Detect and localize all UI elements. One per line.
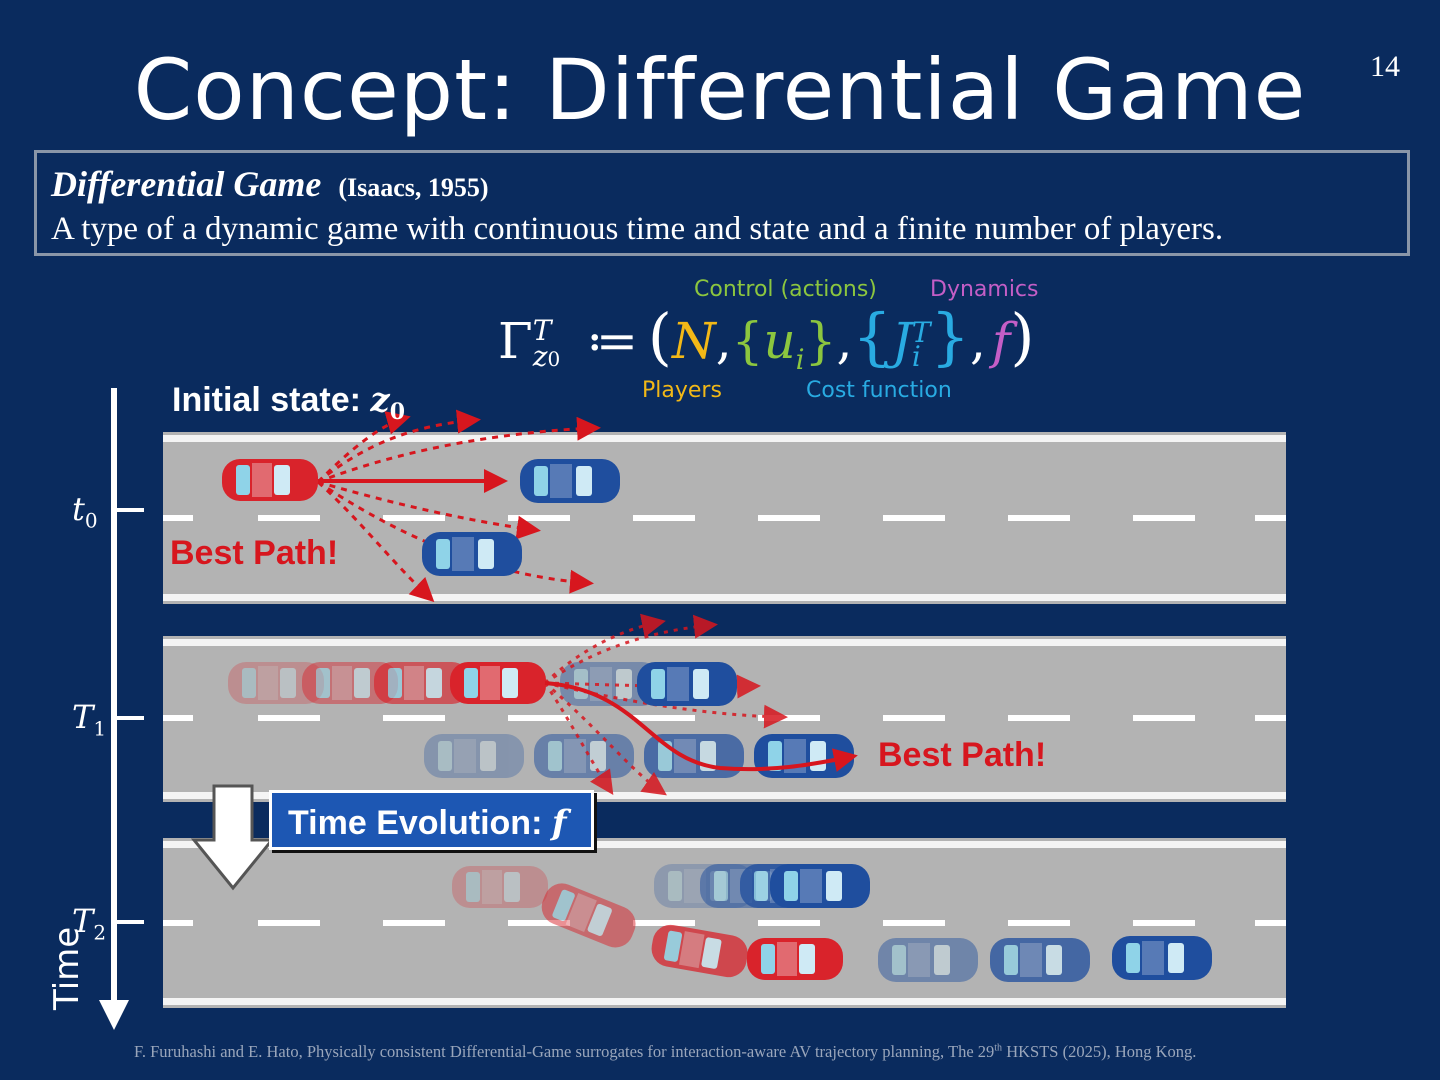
- formula-cost-j: J: [891, 312, 912, 370]
- t0-candidate-paths: [316, 409, 601, 603]
- cost-label: Cost function: [806, 378, 952, 403]
- page-number: 14: [1370, 50, 1400, 83]
- time-label-T2: T2: [72, 902, 107, 945]
- tick-T1: [111, 716, 144, 720]
- road-t0: [163, 432, 1286, 604]
- definition-citation: (Isaacs, 1955): [338, 173, 489, 202]
- time-evolution-arrow: [190, 784, 276, 891]
- T2-other-car-1: [770, 864, 870, 908]
- tick-t0: [111, 508, 144, 512]
- definition-box: Differential Game (Isaacs, 1955) A type …: [34, 150, 1410, 256]
- time-axis: [111, 388, 117, 1008]
- tick-T2: [111, 920, 144, 924]
- T2-ego-ghost-2: [536, 878, 642, 953]
- dynamics-label: Dynamics: [930, 277, 1039, 302]
- formula-sub-zero: 0: [547, 347, 561, 371]
- time-label-T1: T1: [72, 698, 107, 741]
- formula-dynamics-f: f: [991, 312, 1011, 370]
- players-label: Players: [642, 378, 722, 403]
- formula-gamma: Γ: [498, 312, 533, 370]
- t0-ego-car: [222, 459, 318, 501]
- T2-other-ghost-5: [990, 938, 1090, 982]
- slide-title: Concept: Differential Game: [133, 41, 1307, 139]
- definition-text: A type of a dynamic game with continuous…: [51, 211, 1224, 247]
- best-path-label-t0: Best Path!: [170, 534, 339, 572]
- time-axis-arrowhead: [99, 1000, 129, 1030]
- T1-other-ghost-3: [534, 734, 634, 778]
- formula-cost-i: i: [911, 340, 921, 373]
- formula-assign: ≔: [586, 312, 638, 370]
- T1-other-car-1: [637, 662, 737, 706]
- T1-ego-car: [450, 662, 546, 704]
- T1-other-car-2: [754, 734, 854, 778]
- time-evolution-label: Time Evolution: f: [288, 803, 567, 843]
- formula-control-u: u: [763, 312, 796, 370]
- t0-other-car-2: [422, 532, 522, 576]
- T2-other-ghost-4: [878, 938, 978, 982]
- T1-best-path-arrow: [544, 681, 858, 772]
- time-label-t0: t0: [72, 490, 98, 533]
- formula-players-n: N: [671, 312, 716, 370]
- best-path-label-T1: Best Path!: [878, 736, 1047, 774]
- formula-control-i: i: [795, 343, 805, 376]
- T2-other-car-2: [1112, 936, 1212, 980]
- initial-state-label: Initial state: z0: [172, 380, 406, 425]
- T1-candidate-paths: [543, 613, 788, 796]
- formula-sup-t: T: [532, 314, 552, 347]
- T2-ego-ghost-1: [452, 866, 548, 908]
- T2-ego-ghost-3: [648, 922, 751, 981]
- t0-other-car-1: [520, 459, 620, 503]
- definition-heading: Differential Game (Isaacs, 1955): [51, 163, 489, 205]
- time-evolution-box: Time Evolution: f: [269, 790, 594, 850]
- control-label: Control (actions): [694, 277, 877, 302]
- T1-other-ghost-2: [424, 734, 524, 778]
- formula-sub-z: z: [532, 340, 548, 373]
- formula-cost-t: T: [911, 316, 931, 349]
- T2-ego-car: [747, 938, 843, 980]
- definition-term: Differential Game: [51, 164, 322, 204]
- footer-citation: F. Furuhashi and E. Hato, Physically con…: [134, 1042, 1197, 1061]
